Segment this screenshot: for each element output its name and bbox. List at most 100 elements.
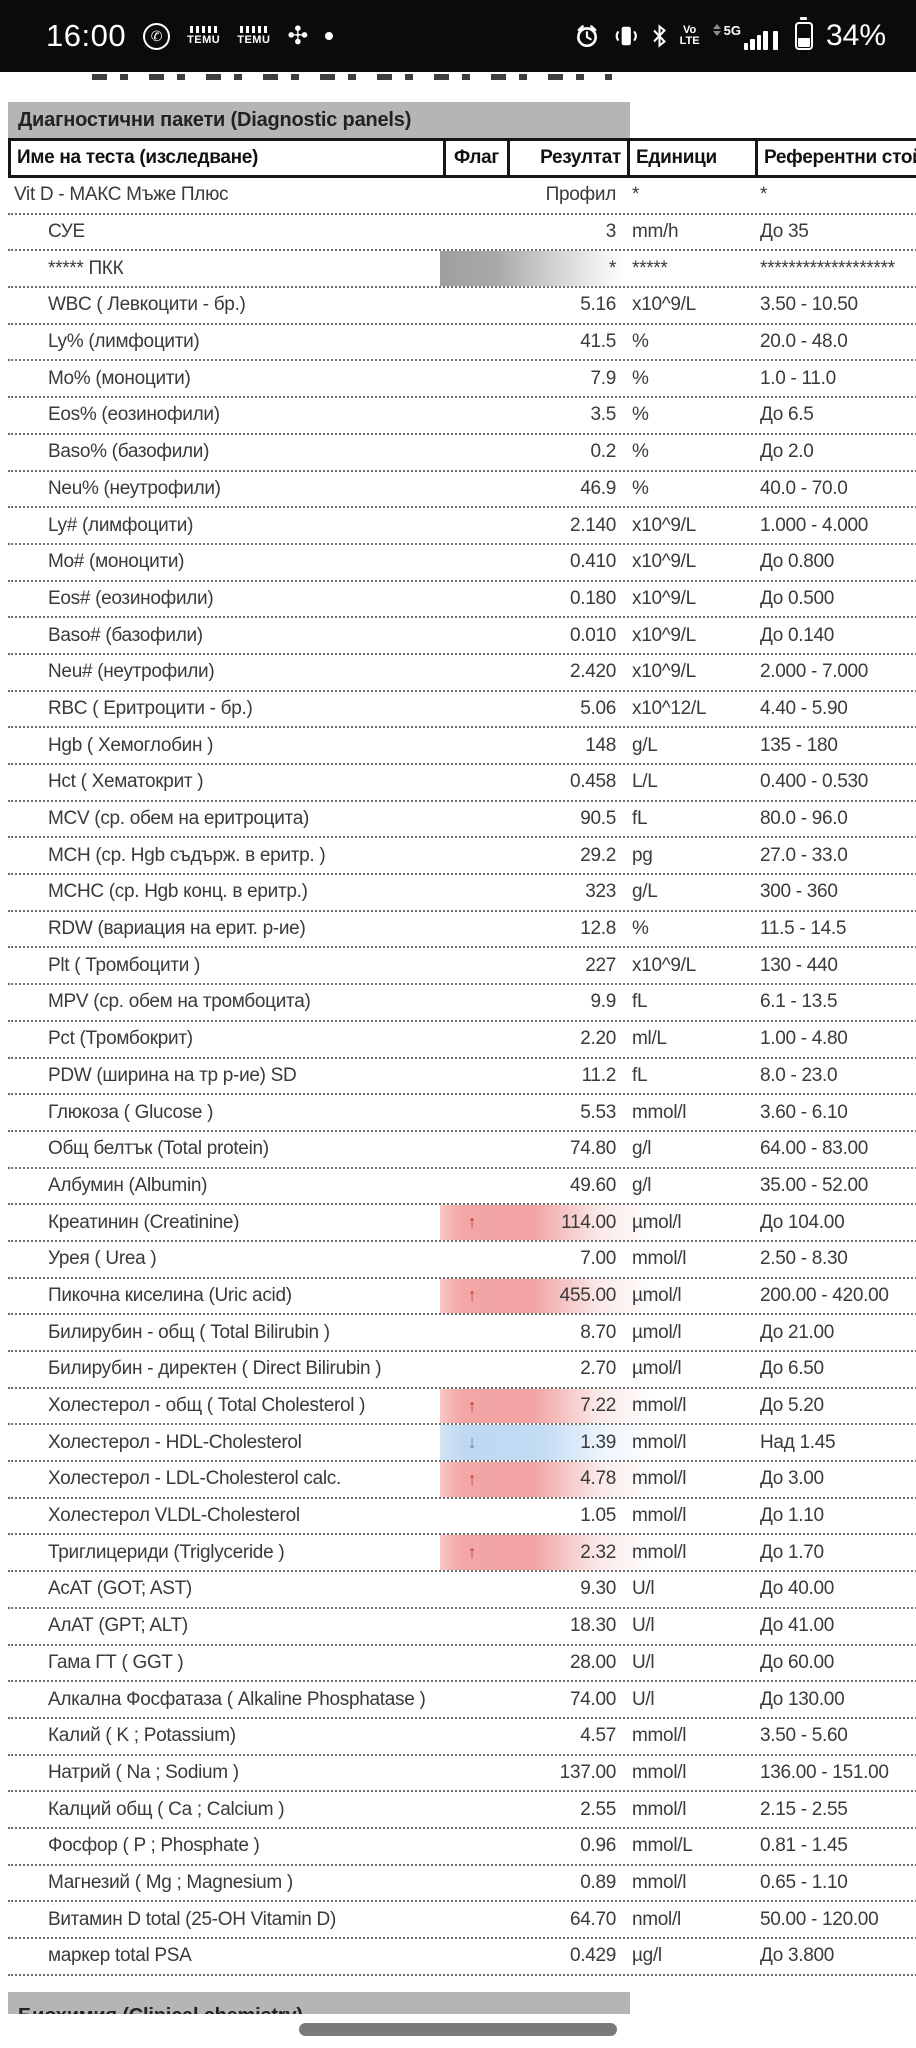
cell-test-name: Билирубин - директен ( Direct Bilirubin …: [48, 1358, 382, 1380]
cell-test-name: Урея ( Urea ): [48, 1248, 157, 1270]
cell-test-name: Билирубин - общ ( Total Bilirubin ): [48, 1321, 330, 1343]
cell-result: 114.00: [561, 1211, 616, 1233]
cell-unit: mmol/l: [632, 1101, 687, 1123]
cell-result: 0.429: [569, 1945, 616, 1967]
cell-test-name: Hct ( Хематокрит ): [48, 771, 204, 793]
flag-arrow-icon: [440, 765, 504, 800]
cell-unit: mmol/l: [632, 1395, 687, 1417]
cell-test-name: Алкална Фосфатаза ( Alkaline Phosphatase…: [48, 1688, 426, 1710]
cell-reference: До 6.50: [760, 1358, 824, 1380]
cell-test-name: Калций общ ( Ca ; Calcium ): [48, 1798, 285, 1820]
table-row: Baso# (базофили) 0.010 x10^9/L До 0.140: [8, 618, 916, 655]
signal-5g-icon: 5G: [712, 23, 778, 50]
cell-reference: До 0.500: [760, 587, 835, 609]
table-row: Baso% (базофили) 0.2 % До 2.0: [8, 435, 916, 472]
flag-arrow-icon: [440, 875, 504, 910]
cell-unit: mmol/l: [632, 1468, 687, 1490]
table-row: АсАТ (GOT; AST) 9.30 U/l До 40.00: [8, 1572, 916, 1609]
cell-result: 5.53: [580, 1101, 616, 1123]
flag-arrow-icon: ↑: [467, 1285, 477, 1306]
flag-arrow-icon: [440, 215, 504, 250]
cell-reference: До 5.20: [760, 1395, 824, 1417]
table-row: Hct ( Хематокрит ) 0.458 L/L 0.400 - 0.5…: [8, 765, 916, 802]
flag-arrow-icon: [440, 288, 504, 323]
cell-result: 0.96: [580, 1835, 616, 1857]
document-view[interactable]: Диагностични пакети (Diagnostic panels) …: [0, 72, 916, 2014]
cell-reference: 3.60 - 6.10: [760, 1101, 848, 1123]
flag-arrow-icon: [440, 618, 504, 653]
cell-reference: До 41.00: [760, 1615, 835, 1637]
clipped-text-strip: [0, 72, 916, 102]
cell-result: 5.16: [580, 294, 616, 316]
table-row: Pct (Тромбокрит) 2.20 ml/L 1.00 - 4.80: [8, 1022, 916, 1059]
cell-result: 74.00: [569, 1688, 616, 1710]
gesture-handle[interactable]: [299, 2022, 617, 2036]
flag-arrow-icon: [440, 1132, 504, 1167]
temu-icon-2: TEMU: [237, 26, 270, 46]
cell-result: 4.57: [580, 1725, 616, 1747]
cell-unit: mmol/l: [632, 1725, 687, 1747]
cell-result: 227: [585, 954, 616, 976]
cell-result: 0.89: [580, 1871, 616, 1893]
table-row: Mo% (моноцити) 7.9 % 1.0 - 11.0: [8, 361, 916, 399]
cell-test-name: Baso% (базофили): [48, 441, 210, 463]
cell-unit: %: [632, 331, 649, 353]
flag-arrow-icon: [440, 1719, 504, 1754]
cell-reference: Над 1.45: [760, 1431, 836, 1453]
col-header-test-name: Име на теста (изследване): [17, 147, 259, 168]
cell-reference: 35.00 - 52.00: [760, 1174, 869, 1196]
viber-icon: ✆: [143, 22, 171, 50]
section-header: Диагностични пакети (Diagnostic panels): [8, 102, 630, 138]
cell-reference: До 6.5: [760, 404, 814, 426]
cell-test-name: Гама ГТ ( GGT ): [48, 1651, 184, 1673]
flag-arrow-icon: ↓: [467, 1432, 477, 1453]
cell-test-name: Пикочна киселина (Uric acid): [48, 1284, 292, 1306]
cell-test-name: Pct (Тромбокрит): [48, 1028, 193, 1050]
flag-arrow-icon: [440, 1866, 504, 1901]
cell-unit: mmol/l: [632, 1871, 687, 1893]
cell-reference: 135 - 180: [760, 734, 838, 756]
cell-result: 0.2: [590, 441, 616, 463]
cell-result: 3.5: [590, 404, 616, 426]
battery-icon: [794, 17, 813, 50]
cell-reference: До 1.10: [760, 1505, 824, 1527]
cell-reference: 3.50 - 5.60: [760, 1725, 848, 1747]
cell-test-name: Холестерол VLDL-Cholesterol: [48, 1505, 300, 1527]
results-table-body: Vit D - МАКС Мъже Плюс Профил * * СУЕ 3 …: [8, 178, 916, 1976]
cell-result: 8.70: [580, 1321, 616, 1343]
cell-reference: 136.00 - 151.00: [760, 1761, 889, 1783]
temu-figures-icon: [190, 26, 218, 33]
temu-icon: TEMU: [187, 26, 220, 46]
cell-reference: 11.5 - 14.5: [760, 918, 847, 940]
cell-test-name: Триглицериди (Triglyceride ): [48, 1541, 285, 1563]
cell-result: 1.39: [580, 1431, 616, 1453]
cell-unit: nmol/l: [632, 1908, 681, 1930]
table-row: Plt ( Тромбоцити ) 227 x10^9/L 130 - 440: [8, 948, 916, 986]
cell-reference: 6.1 - 13.5: [760, 991, 838, 1013]
cell-unit: mm/h: [632, 221, 679, 243]
vibrate-icon: [615, 26, 637, 46]
flag-arrow-icon: [440, 582, 504, 617]
cell-unit: mmol/l: [632, 1505, 687, 1527]
cell-unit: µmol/l: [632, 1211, 682, 1233]
cell-reference: 1.0 - 11.0: [760, 367, 836, 389]
cell-reference: До 2.0: [760, 441, 814, 463]
pinwheel-icon: ✣: [287, 21, 309, 50]
table-row: Vit D - МАКС Мъже Плюс Профил * *: [8, 178, 916, 215]
results-table: Име на теста (изследване) Флаг Резултат …: [8, 138, 916, 1976]
cell-unit: x10^9/L: [632, 954, 696, 976]
flag-arrow-icon: [440, 1352, 504, 1387]
col-header-result: Резултат: [507, 141, 627, 175]
cell-result: 3: [605, 221, 617, 243]
cell-unit: mmol/l: [632, 1798, 687, 1820]
cell-unit: %: [632, 367, 649, 389]
flag-arrow-icon: [440, 1315, 504, 1350]
temu-figures-icon: [240, 26, 268, 33]
table-row: Eos% (еозинофили) 3.5 % До 6.5: [8, 398, 916, 435]
flag-arrow-icon: [440, 1829, 504, 1864]
cell-reference: 2.50 - 8.30: [760, 1248, 848, 1270]
cell-unit: mmol/l: [632, 1761, 687, 1783]
cell-result: 28.00: [569, 1651, 616, 1673]
table-row: Витамин D total (25-OH Vitamin D) 64.70 …: [8, 1902, 916, 1939]
cell-unit: mmol/l: [632, 1248, 687, 1270]
